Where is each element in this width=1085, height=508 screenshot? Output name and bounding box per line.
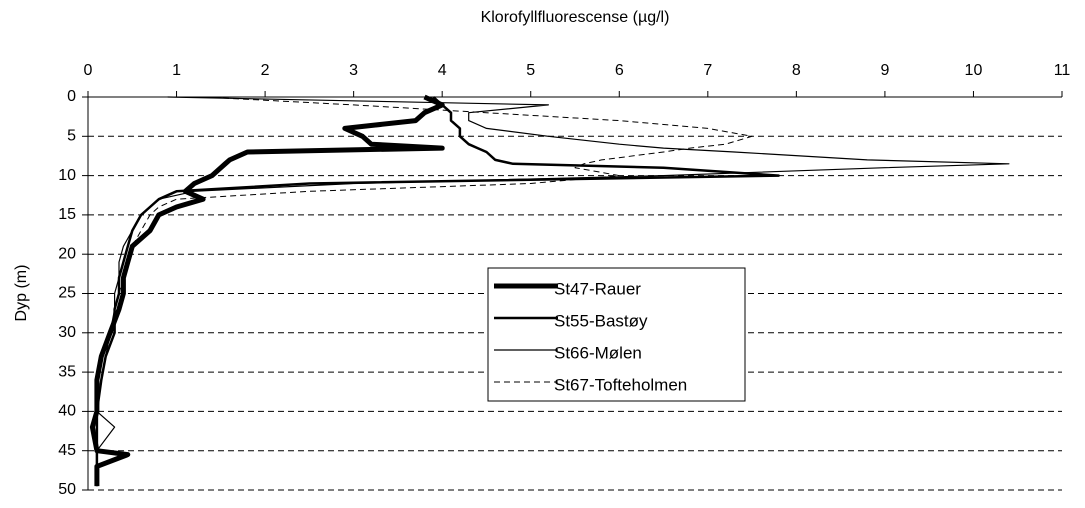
- y-tick-label: 45: [58, 442, 76, 459]
- legend-text: St66-Mølen: [554, 343, 642, 362]
- x-tick-label: 8: [792, 62, 801, 79]
- y-tick-label: 15: [58, 206, 76, 223]
- x-tick-label: 2: [261, 62, 270, 79]
- y-tick-label: 40: [58, 403, 76, 420]
- x-tick-label: 4: [438, 62, 447, 79]
- x-tick-label: 10: [965, 62, 983, 79]
- y-tick-label: 20: [58, 245, 76, 262]
- y-axis-label: Dyp (m): [13, 265, 30, 322]
- y-tick-label: 35: [58, 363, 76, 380]
- x-tick-label: 3: [349, 62, 358, 79]
- x-tick-label: 11: [1054, 62, 1071, 79]
- chart-title: Klorofyllfluorescense (µg/l): [481, 9, 670, 26]
- series-line: [89, 94, 445, 487]
- legend-text: St67-Tofteholmen: [554, 375, 687, 394]
- x-tick-label: 6: [615, 62, 624, 79]
- legend-text: St47-Rauer: [554, 279, 641, 298]
- y-tick-label: 25: [58, 285, 76, 302]
- legend-text: St55-Bastøy: [554, 311, 648, 330]
- legend-box: [487, 267, 746, 402]
- y-tick-label: 5: [67, 128, 76, 145]
- x-tick-label: 9: [880, 62, 889, 79]
- x-tick-label: 5: [526, 62, 535, 79]
- series-line: [96, 96, 1010, 487]
- y-tick-label: 0: [67, 88, 76, 105]
- y-tick-label: 30: [58, 324, 76, 341]
- x-tick-label: 1: [172, 62, 181, 79]
- y-tick-label: 50: [58, 481, 76, 498]
- x-tick-label: 7: [703, 62, 712, 79]
- x-tick-label: 0: [84, 62, 93, 79]
- y-tick-label: 10: [58, 167, 76, 184]
